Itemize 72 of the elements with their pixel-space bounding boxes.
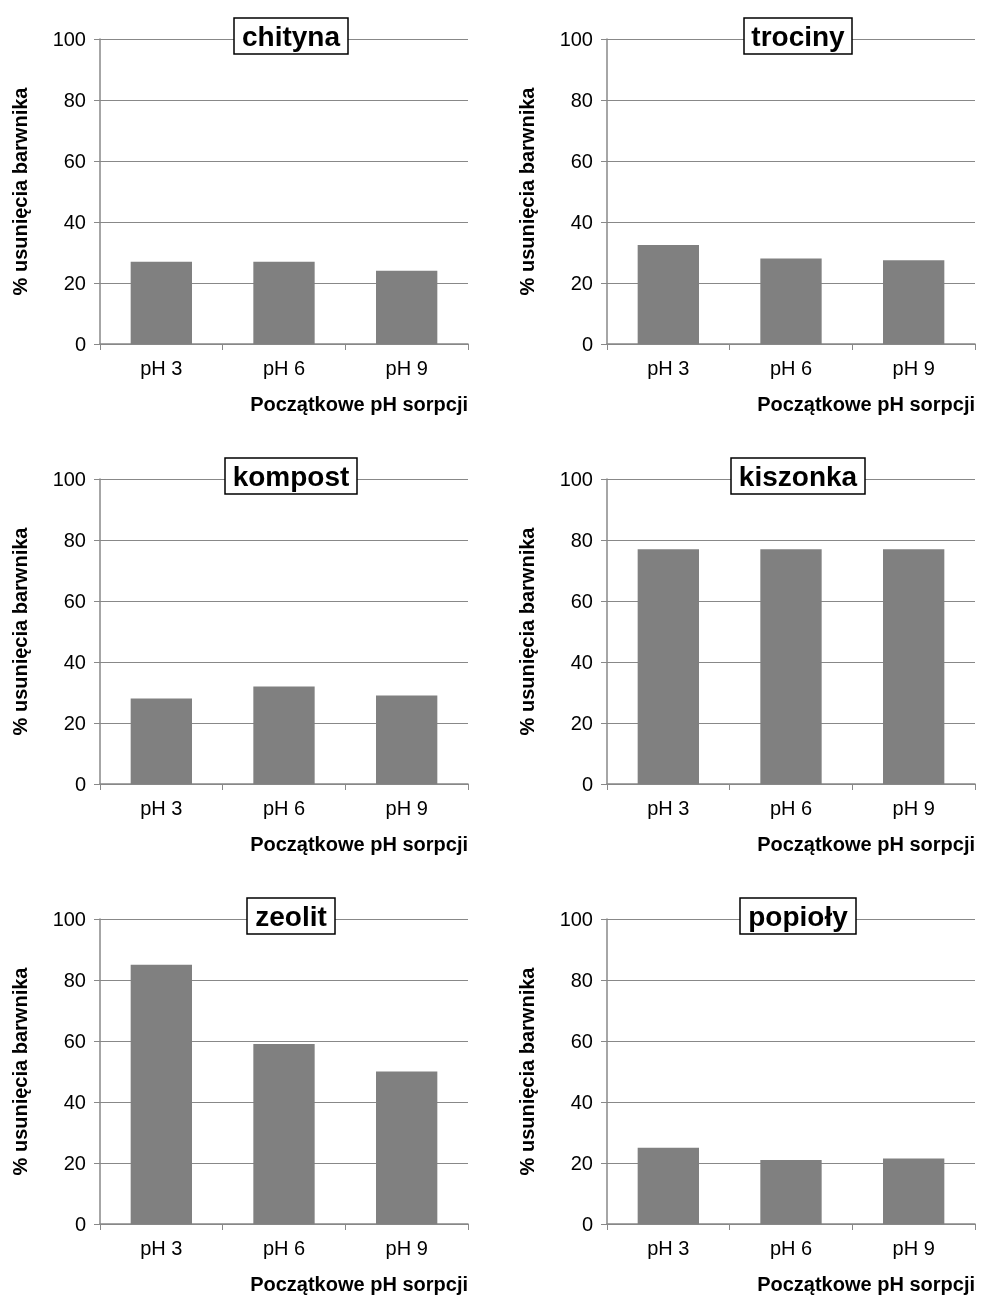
- y-tick-label: 60: [63, 150, 86, 172]
- y-tick-label: 80: [63, 529, 86, 551]
- chart-title: zeolit: [255, 900, 327, 932]
- y-tick-label: 0: [74, 1213, 86, 1235]
- x-tick-label: pH 6: [769, 1237, 813, 1259]
- x-tick-label: pH 3: [140, 357, 183, 379]
- x-axis-title: Początkowe pH sorpcji: [250, 1273, 468, 1295]
- y-tick-label: 100: [52, 468, 86, 490]
- y-tick-label: 80: [570, 529, 593, 551]
- y-axis-title: % usunięcia barwnika: [516, 966, 538, 1176]
- y-tick-label: 0: [74, 333, 86, 355]
- x-axis-title: Początkowe pH sorpcji: [250, 833, 468, 855]
- y-tick-label: 20: [63, 272, 86, 294]
- y-tick-label: 60: [570, 150, 593, 172]
- chart-title: popioły: [748, 900, 849, 932]
- y-tick-label: 40: [63, 1091, 86, 1113]
- y-tick-label: 20: [63, 1152, 86, 1174]
- y-tick-label: 0: [74, 773, 86, 795]
- y-tick-label: 0: [581, 333, 593, 355]
- y-tick-label: 80: [63, 969, 86, 991]
- y-axis-title: % usunięcia barwnika: [9, 966, 31, 1176]
- x-tick-label: pH 9: [892, 797, 935, 819]
- x-tick-label: pH 3: [647, 797, 690, 819]
- x-axis-title: Początkowe pH sorpcji: [250, 393, 468, 415]
- y-tick-label: 80: [63, 89, 86, 111]
- chart-title: chityna: [241, 20, 341, 52]
- x-tick-label: pH 9: [892, 357, 935, 379]
- y-tick-label: 40: [63, 651, 86, 673]
- y-axis-title: % usunięcia barwnika: [9, 86, 31, 296]
- x-tick-label: pH 6: [769, 357, 813, 379]
- x-tick-label: pH 9: [385, 1237, 428, 1259]
- y-tick-label: 40: [63, 211, 86, 233]
- x-tick-label: pH 6: [262, 797, 306, 819]
- y-tick-label: 60: [570, 590, 593, 612]
- chart-title: kiszonka: [738, 460, 858, 492]
- y-tick-label: 100: [559, 908, 593, 930]
- y-tick-label: 20: [570, 1152, 593, 1174]
- y-tick-label: 20: [63, 712, 86, 734]
- x-axis-title: Początkowe pH sorpcji: [757, 1273, 975, 1295]
- x-tick-label: pH 9: [385, 797, 428, 819]
- x-axis-title: Początkowe pH sorpcji: [757, 393, 975, 415]
- x-tick-label: pH 3: [140, 797, 183, 819]
- y-axis-title: % usunięcia barwnika: [516, 526, 538, 736]
- y-tick-label: 60: [570, 1030, 593, 1052]
- y-tick-label: 100: [52, 908, 86, 930]
- x-tick-label: pH 6: [262, 357, 306, 379]
- x-tick-label: pH 6: [262, 1237, 306, 1259]
- x-tick-label: pH 9: [892, 1237, 935, 1259]
- y-tick-label: 60: [63, 1030, 86, 1052]
- y-tick-label: 80: [570, 969, 593, 991]
- y-tick-label: 80: [570, 89, 593, 111]
- y-tick-label: 40: [570, 211, 593, 233]
- y-tick-label: 0: [581, 773, 593, 795]
- y-tick-label: 40: [570, 1091, 593, 1113]
- y-tick-label: 20: [570, 272, 593, 294]
- y-tick-label: 100: [559, 28, 593, 50]
- x-tick-label: pH 9: [385, 357, 428, 379]
- chart-title: trociny: [751, 20, 846, 52]
- y-tick-label: 40: [570, 651, 593, 673]
- y-tick-label: 20: [570, 712, 593, 734]
- x-tick-label: pH 3: [647, 357, 690, 379]
- chart-title: kompost: [232, 460, 350, 492]
- y-axis-title: % usunięcia barwnika: [9, 526, 31, 736]
- y-tick-label: 100: [559, 468, 593, 490]
- y-axis-title: % usunięcia barwnika: [516, 86, 538, 296]
- x-axis-title: Początkowe pH sorpcji: [757, 833, 975, 855]
- y-tick-label: 0: [581, 1213, 593, 1235]
- x-tick-label: pH 3: [647, 1237, 690, 1259]
- x-tick-label: pH 6: [769, 797, 813, 819]
- y-tick-label: 100: [52, 28, 86, 50]
- y-tick-label: 60: [63, 590, 86, 612]
- x-tick-label: pH 3: [140, 1237, 183, 1259]
